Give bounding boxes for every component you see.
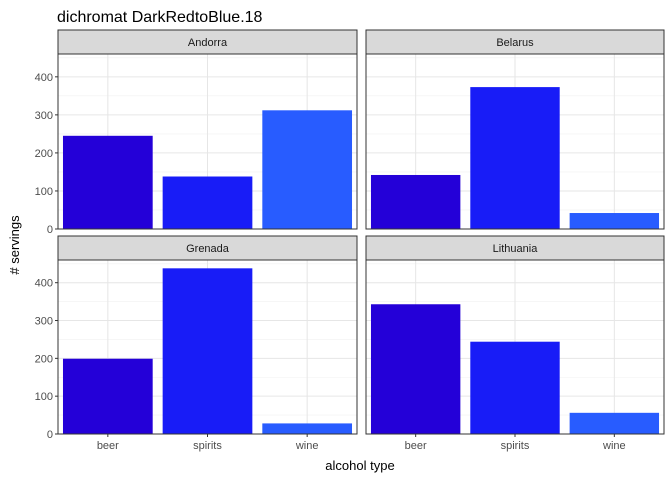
y-tick-label: 300 — [35, 110, 53, 122]
bar-grenada-wine — [262, 423, 353, 434]
x-tick-label-spirits: spirits — [193, 440, 222, 452]
x-tick-label-wine: wine — [602, 440, 626, 452]
bar-andorra-wine — [262, 110, 353, 229]
x-tick-label-spirits: spirits — [501, 440, 530, 452]
facet-strip — [365, 235, 665, 261]
y-tick-label: 400 — [35, 72, 53, 84]
bar-belarus-spirits — [470, 87, 560, 229]
y-tick-label: 300 — [35, 316, 53, 328]
y-tick-label: 100 — [35, 391, 53, 403]
facet-label-grenada: Grenada — [186, 243, 230, 255]
x-axis-title: alcohol type — [325, 458, 394, 473]
facet-strip — [57, 29, 358, 55]
bar-andorra-spirits — [162, 176, 253, 229]
chart-title: dichromat DarkRedtoBlue.18 — [57, 9, 263, 26]
y-tick-label: 400 — [35, 278, 53, 290]
bar-lithuania-wine — [569, 412, 660, 434]
bar-belarus-wine — [569, 213, 660, 229]
bar-andorra-beer — [62, 135, 153, 229]
y-tick-label: 200 — [35, 148, 53, 160]
x-tick-label-wine: wine — [295, 440, 319, 452]
bar-lithuania-spirits — [470, 341, 560, 434]
bar-lithuania-beer — [370, 304, 461, 434]
bar-belarus-beer — [370, 174, 461, 229]
facet-label-belarus: Belarus — [496, 37, 534, 49]
facet-label-andorra: Andorra — [188, 37, 228, 49]
y-tick-label: 0 — [47, 224, 53, 236]
y-tick-label: 100 — [35, 186, 53, 198]
facet-strip — [57, 235, 358, 261]
bar-grenada-spirits — [162, 268, 253, 434]
bar-grenada-beer — [62, 358, 153, 434]
facet-label-lithuania: Lithuania — [493, 243, 539, 255]
y-tick-label: 200 — [35, 353, 53, 365]
x-tick-label-beer: beer — [405, 440, 427, 452]
y-tick-label: 0 — [47, 429, 53, 441]
x-tick-label-beer: beer — [97, 440, 119, 452]
facet-strip — [365, 29, 665, 55]
y-axis-title: # servings — [7, 215, 22, 275]
